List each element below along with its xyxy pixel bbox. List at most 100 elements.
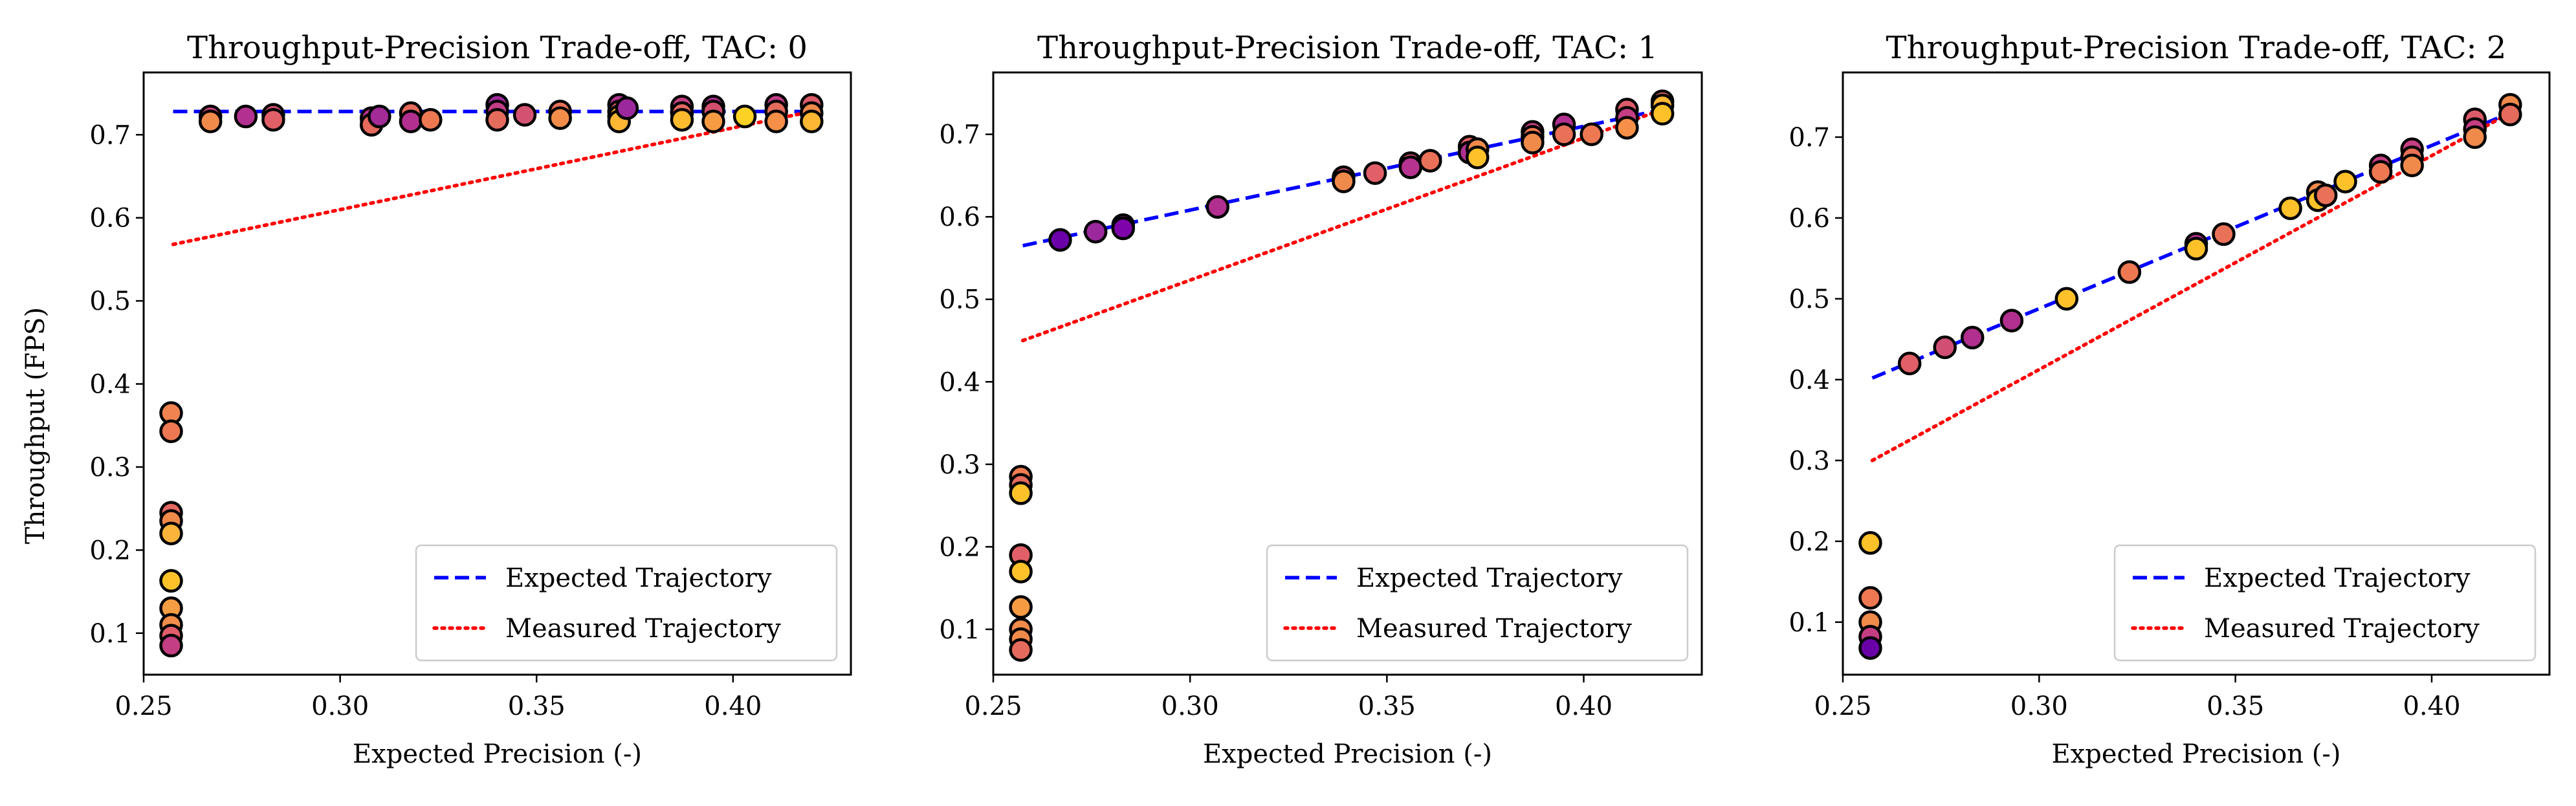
scatter-point: [1466, 146, 1490, 169]
chart-panel-tac-0: Throughput-Precision Trade-off, TAC: 0 Ex…: [89, 30, 852, 769]
scatter-point: [1009, 481, 1033, 505]
x-tick-label: 0.35: [2207, 692, 2264, 721]
y-tick-label: 0.5: [939, 285, 980, 315]
scatter-point: [1650, 102, 1675, 126]
scatter-point: [512, 103, 537, 127]
scatter-point: [615, 96, 639, 120]
legend-label: Measured Trajectory: [1356, 614, 1632, 644]
plot-frame: [142, 71, 852, 676]
x-tick-label: 0.35: [1358, 692, 1416, 721]
y-tick-label: 0.2: [89, 536, 131, 565]
chart-panel-tac-1: Throughput-Precision Trade-off, TAC: 1 Ex…: [939, 30, 1703, 769]
figure-ylabel: Throughput (FPS): [21, 307, 50, 544]
legend-label: Expected Trajectory: [2204, 563, 2471, 593]
y-tick-label: 0.1: [939, 615, 980, 645]
x-axis-label: Expected Precision (-): [1203, 739, 1492, 769]
measured-trajectory-line: [1020, 107, 1664, 343]
y-tick-label: 0.6: [89, 204, 131, 234]
x-tick-label: 0.40: [2403, 692, 2460, 721]
legend-label: Expected Trajectory: [1356, 563, 1623, 593]
scatter-point: [159, 419, 183, 443]
x-tick-label: 0.30: [1161, 692, 1219, 721]
scatter-point: [1418, 149, 1442, 173]
scatter-point: [732, 104, 757, 129]
x-tick-label: 0.30: [2010, 692, 2068, 721]
scatter-point: [261, 107, 285, 132]
scatter-point: [2368, 160, 2393, 184]
scatter-point: [1897, 351, 1922, 376]
scatter-point: [198, 109, 223, 134]
x-axis-label: Expected Precision (-): [2051, 739, 2340, 769]
scatter-point: [159, 569, 183, 593]
scatter-point: [2333, 169, 2357, 193]
x-tick-label: 0.40: [1555, 692, 1613, 721]
legend: Expected Trajectory Measured Trajectory: [1266, 544, 1689, 662]
legend-box: [1266, 544, 1689, 662]
scatter-point: [1858, 636, 1882, 660]
y-tick-label: 0.7: [939, 120, 980, 150]
chart-panel-tac-2: Throughput-Precision Trade-off, TAC: 2 Ex…: [1789, 30, 2551, 769]
scatter-point: [2184, 237, 2208, 261]
y-tick-label: 0.6: [939, 202, 980, 232]
scatter-point: [1083, 219, 1108, 244]
legend-label: Expected Trajectory: [505, 563, 772, 593]
y-tick-label: 0.3: [89, 453, 131, 483]
x-tick-label: 0.25: [1814, 692, 1871, 721]
scatter-point: [764, 109, 788, 134]
scatter-point: [1615, 116, 1639, 140]
scatter-point: [701, 109, 725, 134]
scatter-point: [2498, 102, 2522, 127]
legend: Expected Trajectory Measured Trajectory: [2113, 544, 2537, 662]
x-axis-label: Expected Precision (-): [353, 739, 642, 769]
scatter-point: [2400, 153, 2424, 177]
scatter-point: [1009, 595, 1033, 619]
legend-box: [2113, 544, 2537, 662]
scatter-point: [1205, 195, 1229, 219]
plot-frame: [992, 71, 1703, 676]
y-tick-label: 0.4: [1789, 365, 1830, 395]
scatter-point: [2054, 287, 2079, 311]
y-tick-label: 0.4: [89, 370, 131, 400]
y-tick-label: 0.3: [1789, 446, 1830, 476]
scatter-point: [2117, 260, 2142, 284]
x-tick-label: 0.25: [964, 692, 1022, 721]
scatter-point: [1858, 586, 1882, 610]
chart-title: Throughput-Precision Trade-off, TAC: 0: [187, 30, 808, 66]
x-tick-label: 0.25: [115, 692, 172, 721]
scatter-point: [234, 104, 258, 129]
scatter-point: [1960, 325, 1985, 350]
scatter-point: [1999, 309, 2024, 332]
scatter-point: [2212, 222, 2236, 246]
scatter-point: [1332, 169, 1356, 193]
scatter-point: [1009, 638, 1033, 662]
scatter-point: [1398, 155, 1423, 179]
chart-title: Throughput-Precision Trade-off, TAC: 1: [1037, 30, 1658, 66]
y-tick-label: 0.6: [1789, 204, 1830, 234]
legend-label: Measured Trajectory: [2204, 614, 2480, 644]
legend-label: Measured Trajectory: [505, 614, 781, 644]
scatter-point: [399, 109, 423, 134]
legend: Expected Trajectory Measured Trajectory: [415, 544, 838, 662]
scatter-point: [1552, 122, 1576, 146]
scatter-point: [1111, 216, 1135, 241]
measured-trajectory-line: [171, 109, 814, 246]
scatter-point: [2313, 183, 2338, 208]
y-tick-label: 0.4: [939, 367, 980, 397]
scatter-point: [159, 521, 183, 545]
y-tick-label: 0.2: [939, 532, 980, 562]
y-tick-label: 0.1: [89, 619, 131, 649]
plot-frame: [1842, 71, 2551, 676]
scatter-point: [1048, 228, 1072, 252]
scatter-point: [368, 104, 391, 129]
scatter-point: [2463, 125, 2487, 149]
chart-title: Throughput-Precision Trade-off, TAC: 2: [1886, 30, 2507, 66]
x-tick-label: 0.35: [508, 692, 566, 721]
scatter-point: [670, 107, 694, 132]
scatter-point: [548, 106, 572, 130]
y-tick-label: 0.1: [1789, 608, 1830, 638]
y-tick-label: 0.3: [939, 450, 980, 480]
y-tick-label: 0.7: [1789, 123, 1830, 153]
legend-box: [415, 544, 838, 662]
scatter-point: [1933, 335, 1957, 360]
